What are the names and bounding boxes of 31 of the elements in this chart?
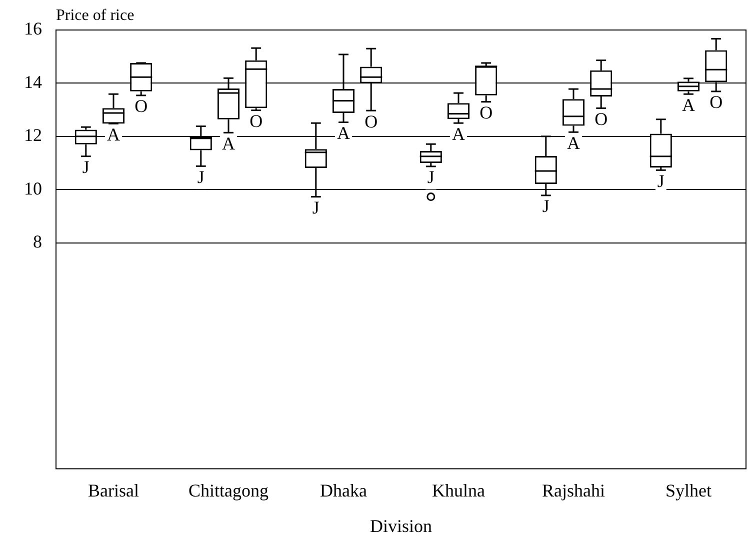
x-tick-label: Rajshahi: [542, 480, 605, 500]
y-tick-label: 8: [33, 231, 42, 252]
text: O: [594, 108, 608, 129]
text: J: [197, 166, 204, 187]
x-tick-label: Khulna: [432, 480, 485, 500]
text: J: [82, 157, 90, 178]
text: J: [312, 197, 320, 218]
text: O: [480, 102, 493, 123]
text: A: [337, 123, 350, 144]
text: A: [222, 133, 235, 154]
text: O: [364, 111, 378, 132]
x-tick-label: Dhaka: [320, 480, 367, 500]
x-tick-label: Chittagong: [188, 480, 268, 500]
y-axis-title: Price of rice: [56, 7, 134, 24]
series-label: O: [250, 111, 263, 132]
x-tick-label: Barisal: [88, 480, 139, 500]
x-axis-title: Division: [370, 516, 432, 536]
y-tick-label: 14: [24, 72, 42, 92]
y-tick-label: 10: [24, 178, 42, 198]
y-tick-label: 12: [24, 125, 42, 146]
text: O: [134, 96, 148, 116]
text: A: [682, 94, 695, 115]
series-label: J: [657, 170, 664, 191]
text: A: [567, 132, 580, 153]
text: A: [452, 124, 465, 144]
text: J: [427, 167, 434, 188]
text: O: [710, 92, 723, 112]
series-label: A: [107, 124, 120, 144]
x-tick-label: Sylhet: [665, 480, 712, 500]
text: J: [542, 196, 550, 216]
y-tick-label: 16: [24, 18, 42, 39]
